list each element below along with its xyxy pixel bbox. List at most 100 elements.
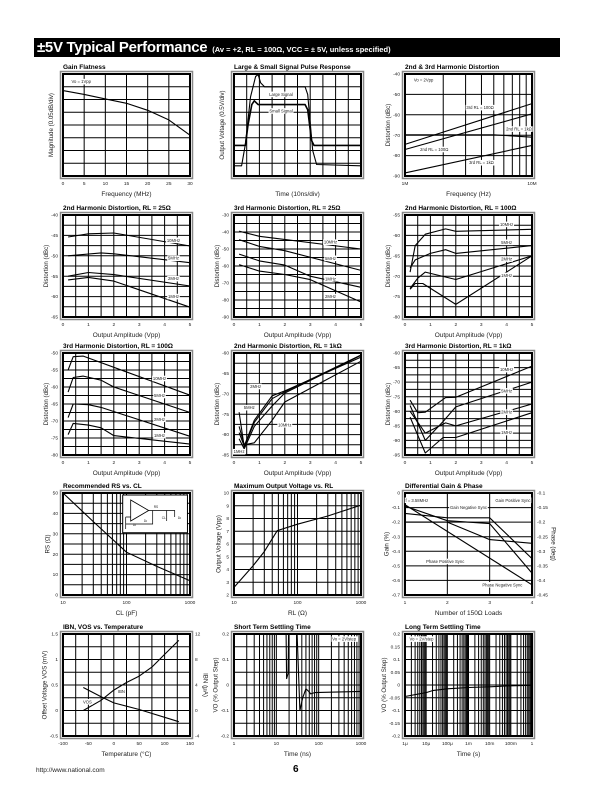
plot-frame: [233, 73, 362, 177]
chart-14: Vo = 2V/step Long Term Settling Time 1μ 10μ…: [381, 624, 536, 758]
x-tick-label: 2: [112, 322, 115, 328]
x-tick-label: 2: [454, 322, 457, 328]
annotation-label: 2MHz: [250, 384, 261, 389]
annotation-bg: [494, 497, 532, 504]
plot-outer-frame: [59, 211, 194, 321]
annotation-bg: [331, 636, 358, 642]
x-tick-label: 4: [505, 460, 508, 466]
y-tick-label: 0.2: [393, 632, 400, 638]
annotation-bg: [499, 366, 515, 373]
chart-4: 10MHz 5MHz 1MHz 2MHz 3rd Harmonic Distortion…: [214, 205, 365, 339]
annotation-label: 2nd RL = 100Ω: [420, 147, 448, 152]
y2-tick-label: 4: [195, 683, 198, 689]
y-axis-label: Output Voltage (Vpp): [216, 515, 223, 573]
annotation-bg: [242, 404, 256, 411]
annotation-bg: [449, 504, 488, 511]
series-line-ibn: [83, 640, 180, 711]
annotation-label: 5MHz: [501, 388, 512, 393]
y-tick-label: -60: [222, 351, 229, 357]
chart-title: 3rd Harmonic Distortion, RL = 25Ω: [234, 205, 340, 212]
series-line-2mhz: [67, 403, 191, 437]
y-tick-label: 4: [226, 567, 229, 573]
y-axis-label: Distortion (dBc): [385, 383, 392, 426]
series-line-10mhz: [409, 228, 533, 273]
y-tick-label: -50: [222, 247, 229, 253]
annotation-bg: [153, 432, 166, 439]
x-tick-label: 100μ: [442, 741, 453, 747]
plot-outer-frame: [230, 349, 365, 459]
chart-title: 3rd Harmonic Distortion, RL = 1kΩ: [405, 343, 511, 350]
y-tick-label: 0.2: [222, 632, 229, 638]
y-axis-label: Distortion (dBc): [214, 383, 221, 426]
y-tick-label: -70: [393, 133, 400, 139]
y-tick-label: -70: [393, 380, 400, 386]
y-tick-label: -55: [393, 213, 400, 219]
footer-url-link[interactable]: http://www.national.com: [36, 767, 105, 774]
x-axis-label: Output Amplitude (Vpp): [93, 470, 161, 477]
x-tick-label: 1: [531, 741, 534, 747]
y-tick-label: -60: [393, 233, 400, 239]
series-line-2mhz: [409, 255, 533, 289]
annotation-label: Phase Negative Sync: [482, 582, 522, 587]
y-tick-label: -65: [393, 365, 400, 371]
x-axis-label: Number of 150Ω Loads: [435, 610, 503, 617]
x-tick-label: 0: [62, 460, 65, 466]
x-tick-label: 3: [309, 322, 312, 328]
plot-outer-frame: [401, 630, 536, 740]
y-tick-label: -65: [51, 315, 58, 321]
x-tick-label: 1000: [356, 741, 367, 747]
chart-title: 2nd Harmonic Distortion, RL = 25Ω: [63, 205, 171, 212]
annotation-label: 10MHz: [153, 376, 166, 381]
x-tick-label: 4: [505, 322, 508, 328]
x-tick-label: 2: [446, 600, 449, 606]
annotation-label: 5MHz: [168, 256, 179, 261]
series-line-0: [62, 492, 191, 582]
annotation-bg: [268, 108, 294, 114]
plot-frame: [404, 214, 533, 318]
y-tick-label: 0: [397, 491, 400, 497]
annotation-bg: [468, 159, 495, 166]
series-line-0: [404, 684, 533, 698]
chart-title: Short Term Settling Time: [234, 624, 311, 631]
y-tick-label: -80: [51, 453, 58, 459]
y-tick-label: -80: [393, 409, 400, 415]
y-tick-label: -95: [393, 453, 400, 459]
y-tick-label: 1.5: [51, 632, 58, 638]
y2-tick-label: 8: [195, 657, 198, 663]
grid: [234, 215, 361, 317]
x-tick-label: 1: [258, 322, 261, 328]
y-tick-label: 2: [226, 593, 229, 599]
section-conditions: (Av = +2, RL = 100Ω, VCC = ± 5V, unless …: [212, 45, 391, 54]
y-tick-label: -50: [393, 92, 400, 98]
y-tick-label: -0.05: [389, 695, 400, 701]
y-tick-label: -45: [51, 233, 58, 239]
y-tick-label: 0.1: [222, 657, 229, 663]
inset-label: CL: [162, 516, 166, 520]
annotation-label: 1MHz: [501, 273, 512, 278]
annotation-label: 10MHz: [167, 238, 180, 243]
y-tick-label: -40: [393, 72, 400, 78]
series-line-2nd-rl-100-: [405, 134, 533, 138]
grid: [405, 634, 532, 736]
annotation-label: Vo = 2V/step: [410, 637, 435, 642]
series-line-10mhz: [238, 360, 362, 446]
annotation-bg: [153, 392, 166, 399]
annotation-label: Small Signal: [269, 108, 292, 113]
y-tick-label: -70: [222, 391, 229, 397]
y-tick-label: -90: [222, 315, 229, 321]
x-tick-label: 150: [186, 741, 194, 747]
annotation-bg: [167, 293, 180, 300]
grid: [234, 634, 361, 736]
annotation-label: 5MHz: [325, 256, 336, 261]
x-axis-label: Output Amplitude (Vpp): [435, 332, 503, 339]
grid: [234, 74, 361, 176]
x-tick-label: 10: [60, 600, 66, 606]
series-line-vos: [83, 687, 179, 723]
y-tick-label: 3: [226, 580, 229, 586]
x-tick-label: 1: [429, 322, 432, 328]
x-tick-label: 10M: [527, 181, 536, 187]
y-tick-label: 0.05: [391, 670, 401, 676]
y-tick-label: -0.2: [221, 734, 230, 740]
annotation-label: Vo = 2Vpp: [414, 78, 434, 83]
chart-5: 10MHz 5MHz 2MHz 1MHz 2nd Harmonic Distortion…: [385, 205, 536, 339]
